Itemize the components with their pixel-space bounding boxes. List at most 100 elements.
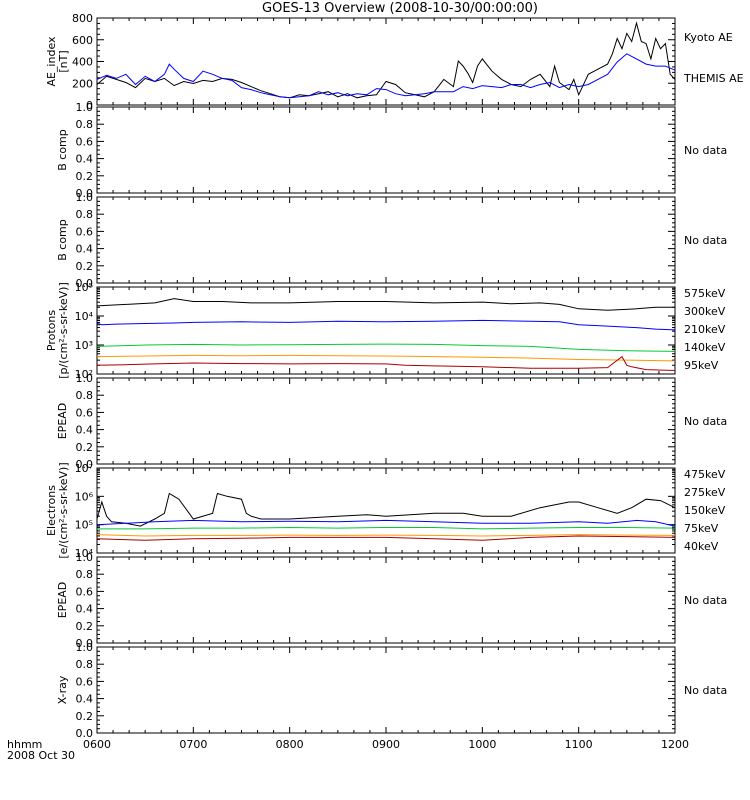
y-tick-label: 0.2 [76, 620, 94, 633]
legend-entry: 210keV [684, 323, 726, 336]
y-tick-label: 10³ [75, 339, 93, 352]
y-tick-label: 1.0 [76, 551, 94, 564]
y-axis-label: AE_index [45, 36, 58, 87]
panel-b2: 0.0 0.2 0.4 0.6 0.8 1.0 B comp No data [56, 191, 727, 290]
panel-protons: 10² 10³ 10⁴ 10⁵ Protons [p/(cm²-s-sr-keV)] 575… [45, 281, 726, 381]
legend-entry: 95keV [684, 359, 719, 372]
panel-note: No data [684, 415, 727, 428]
y-tick-label: 10⁶ [75, 490, 94, 503]
series-line-75kev [96, 519, 676, 527]
y-axis-label: X-ray [56, 675, 69, 704]
legend-entry: 140keV [684, 341, 726, 354]
y-tick-label: 0.8 [76, 208, 94, 221]
y-tick-label: 0.0 [76, 727, 94, 740]
y-tick-label: 0.0 [76, 458, 94, 471]
time-tick-label: 1100 [565, 738, 593, 751]
series-line-themis-ae [96, 53, 676, 99]
legend-entry: 75keV [684, 522, 719, 535]
panel-frame [96, 106, 676, 194]
y-tick-label: 0.0 [76, 637, 94, 650]
y-tick-label: 10⁴ [75, 547, 94, 560]
y-tick-label: 400 [72, 56, 93, 69]
y-tick-label: 1.0 [76, 641, 94, 654]
panel-epead1: 0.0 0.2 0.4 0.6 0.8 1.0 EPEAD No data [56, 372, 727, 471]
series-line-kyoto-ae [96, 21, 676, 99]
panel-frame [96, 196, 676, 284]
series-line-575kev [96, 355, 676, 371]
legend-entry: 40keV [684, 540, 719, 553]
y-tick-label: 1.0 [76, 372, 94, 385]
time-tick-label: 0900 [372, 738, 400, 751]
series-line-300kev [96, 354, 676, 362]
legend-entry: 300keV [684, 305, 726, 318]
legend-entry: 275keV [684, 486, 726, 499]
time-tick-label: 1000 [468, 738, 496, 751]
panel-frame [96, 377, 676, 465]
y-tick-label: 10² [75, 368, 93, 381]
y-tick-label: 0.0 [76, 187, 94, 200]
y-tick-label: 0.8 [76, 658, 94, 671]
panels: 0 200 400 600 800 AE_index [nT] Kyoto AE THEMIS … [45, 12, 744, 740]
y-tick-label: 0.4 [76, 153, 94, 166]
legend-entry: Kyoto AE [684, 31, 733, 44]
series-line-140kev [96, 319, 676, 331]
y-tick-label: 10⁵ [75, 519, 93, 532]
panel-note: No data [684, 684, 727, 697]
y-tick-label: 0.2 [76, 260, 94, 273]
y-tick-label: 0.4 [76, 424, 94, 437]
y-axis-label: EPEAD [56, 403, 69, 440]
y-tick-label: 1.0 [76, 101, 94, 114]
y-tick-label: 800 [72, 12, 93, 25]
y-tick-label: 0.8 [76, 389, 94, 402]
y-axis-label: Protons [45, 310, 58, 351]
panel-epead2: 0.0 0.2 0.4 0.6 0.8 1.0 EPEAD No data [56, 551, 727, 650]
series-line-275kev [96, 534, 676, 537]
panel-frame [96, 467, 676, 554]
legend-entry: 150keV [684, 504, 726, 517]
panel-ae: 0 200 400 600 800 AE_index [nT] Kyoto AE THEMIS … [45, 12, 744, 112]
y-tick-label: 0.4 [76, 603, 94, 616]
panel-electrons: 10⁴ 10⁵ 10⁶ 10⁷ Electrons [e/(cm²-s-sr-keV)] 4… [45, 462, 726, 560]
panel-note: No data [684, 234, 727, 247]
y-tick-label: 0.2 [76, 170, 94, 183]
y-axis-label: [e/(cm²-s-sr-keV)] [57, 462, 70, 558]
y-tick-label: 0 [86, 99, 93, 112]
y-tick-label: 0.2 [76, 710, 94, 723]
y-tick-label: 0.6 [76, 135, 94, 148]
y-tick-label: 0.6 [76, 225, 94, 238]
time-axis-tick-labels: 0600 0700 0800 0900 1000 1100 1200 [83, 738, 689, 751]
y-axis-label: [nT] [57, 50, 70, 72]
series-line-40kev [96, 492, 676, 527]
legend-entry: 475keV [684, 468, 726, 481]
y-axis-label: B comp [56, 129, 69, 171]
y-tick-label: 0.2 [76, 441, 94, 454]
y-tick-label: 200 [72, 77, 93, 90]
panel-frame [96, 556, 676, 644]
y-tick-label: 10⁵ [75, 281, 93, 294]
y-axis-label: EPEAD [56, 582, 69, 619]
time-tick-label: 0800 [276, 738, 304, 751]
y-tick-label: 0.6 [76, 675, 94, 688]
y-axis-label: [p/(cm²-s-sr-keV)] [57, 282, 70, 379]
y-tick-label: 600 [72, 34, 93, 47]
y-tick-label: 0.0 [76, 277, 94, 290]
time-tick-label: 0600 [83, 738, 111, 751]
panel-frame [96, 646, 676, 734]
series-line-475kev [96, 535, 676, 541]
y-tick-label: 0.4 [76, 693, 94, 706]
legend-entry: THEMIS AE [683, 72, 744, 85]
y-tick-label: 0.4 [76, 243, 94, 256]
legend-entry: 575keV [684, 287, 726, 300]
y-tick-label: 0.8 [76, 118, 94, 131]
y-tick-label: 0.6 [76, 585, 94, 598]
series-line-95kev [96, 298, 675, 311]
time-axis-date: 2008 Oct 30 [7, 749, 75, 762]
y-tick-label: 0.6 [76, 406, 94, 419]
series-line-150kev [97, 526, 676, 530]
panel-note: No data [684, 144, 727, 157]
y-axis-label: B comp [56, 219, 69, 261]
panel-b1: 0.0 0.2 0.4 0.6 0.8 1.0 B comp No data [56, 101, 727, 200]
y-tick-label: 0.8 [76, 568, 94, 581]
panel-xray: 0.0 0.2 0.4 0.6 0.8 1.0 X-ray No data [56, 641, 727, 740]
